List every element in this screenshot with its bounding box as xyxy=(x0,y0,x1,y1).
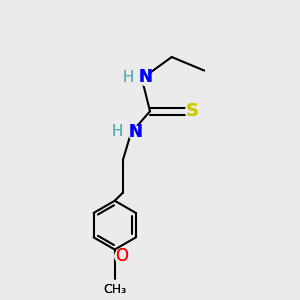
Text: S: S xyxy=(185,102,199,120)
Text: N: N xyxy=(128,123,142,141)
Text: N: N xyxy=(128,123,142,141)
Text: H: H xyxy=(112,124,123,139)
Text: CH₃: CH₃ xyxy=(103,284,126,296)
Text: O: O xyxy=(115,247,128,265)
Text: H: H xyxy=(123,70,134,85)
Circle shape xyxy=(185,104,199,118)
Text: H: H xyxy=(112,124,123,139)
Circle shape xyxy=(115,250,128,263)
Circle shape xyxy=(128,126,142,140)
Text: N: N xyxy=(139,68,153,86)
Text: S: S xyxy=(185,102,199,120)
Text: CH₃: CH₃ xyxy=(103,284,126,296)
Text: H: H xyxy=(123,70,134,85)
Text: O: O xyxy=(115,247,128,265)
Text: N: N xyxy=(139,68,153,86)
Circle shape xyxy=(139,72,153,86)
